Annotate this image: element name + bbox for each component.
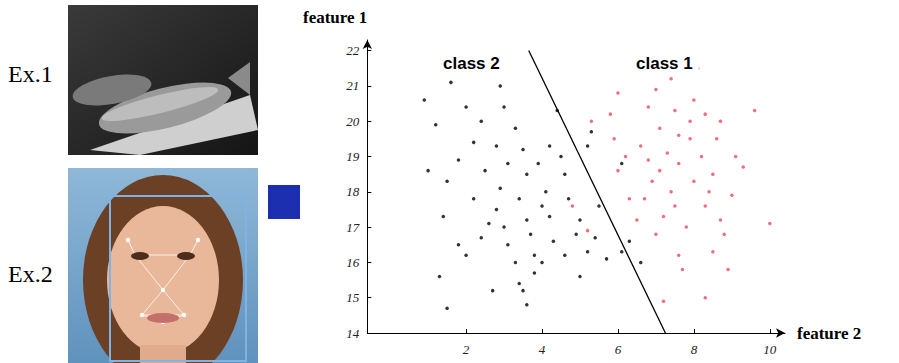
svg-text:Ex.1: Ex.1 [8, 61, 53, 87]
svg-text:19: 19 [346, 149, 360, 164]
svg-text:22: 22 [346, 43, 360, 58]
svg-text:21: 21 [346, 78, 359, 93]
svg-text:8: 8 [691, 342, 698, 357]
svg-text:4: 4 [539, 342, 546, 357]
svg-text:15: 15 [346, 290, 360, 305]
svg-text:class 1: class 1 [636, 54, 693, 73]
svg-text:feature 1: feature 1 [303, 8, 367, 27]
svg-text:16: 16 [346, 255, 360, 270]
svg-text:10: 10 [763, 342, 777, 357]
svg-text:2: 2 [463, 342, 470, 357]
svg-text:6: 6 [615, 342, 622, 357]
svg-text:17: 17 [346, 220, 360, 235]
svg-text:class 2: class 2 [443, 54, 500, 73]
svg-text:Ex.2: Ex.2 [8, 261, 53, 287]
svg-text:18: 18 [346, 184, 360, 199]
svg-text:20: 20 [346, 114, 360, 129]
svg-text:feature 2: feature 2 [797, 324, 861, 343]
svg-text:14: 14 [346, 326, 360, 341]
